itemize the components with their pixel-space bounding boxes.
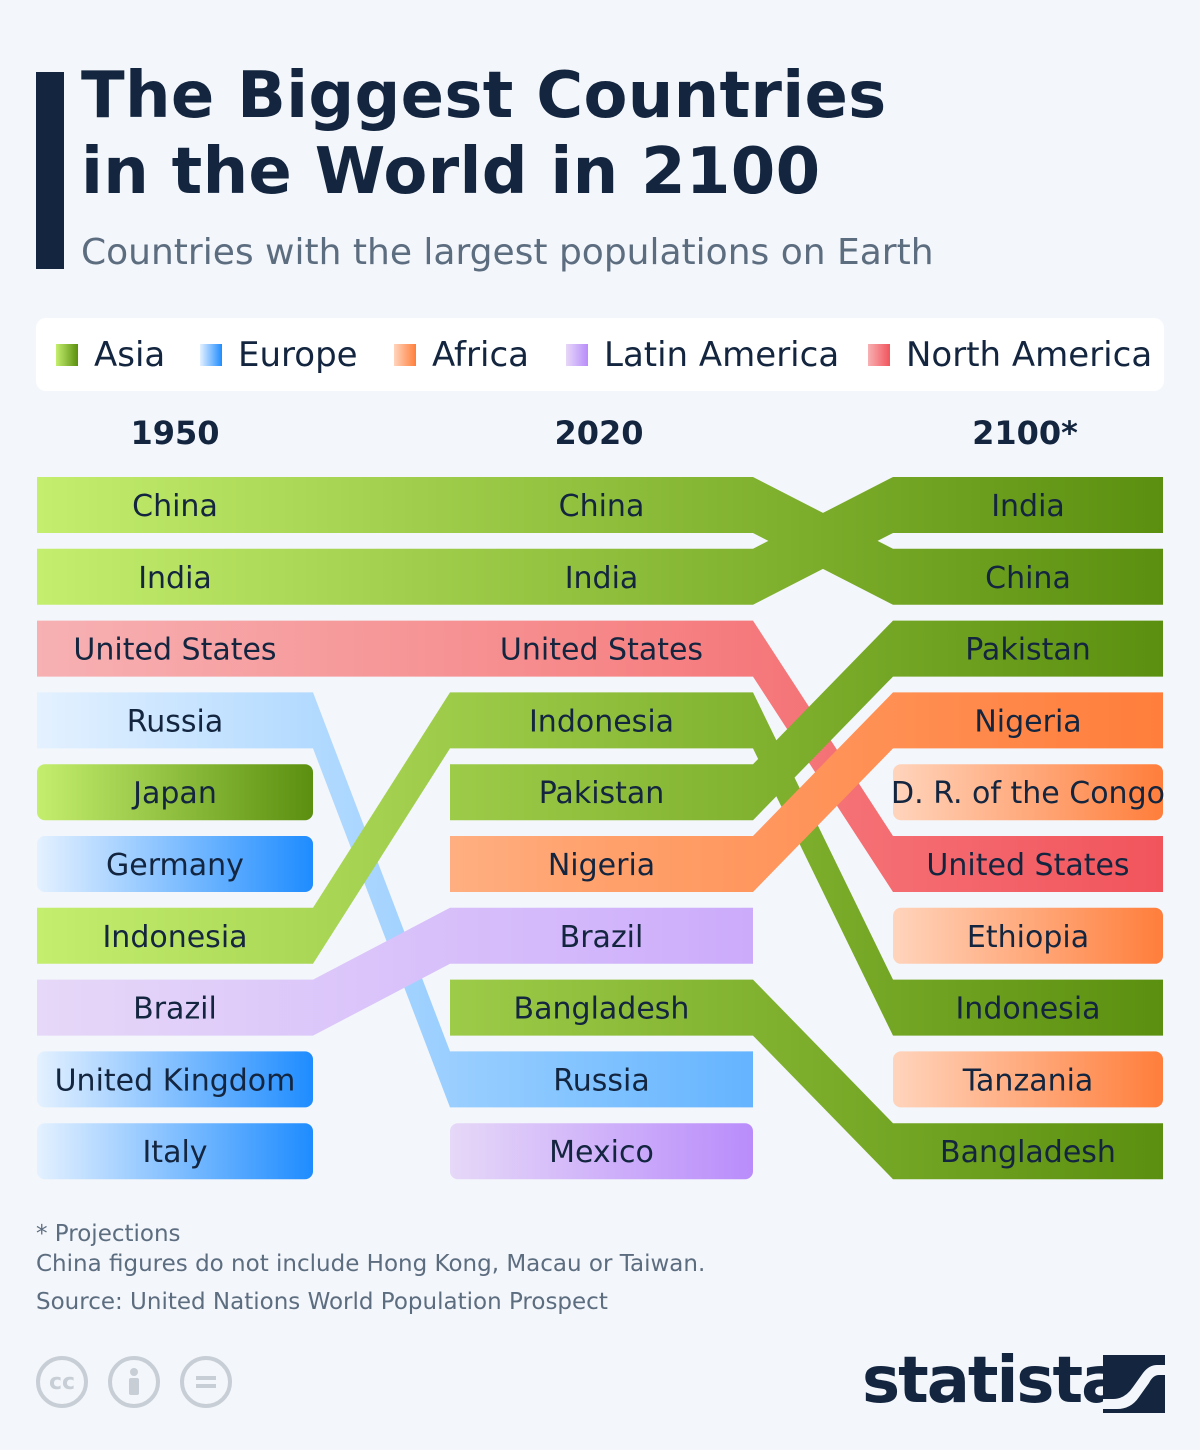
rank-box-ethiopia-2 [893,907,1163,964]
flow-band-indonesia [37,692,1163,1036]
country-label-united-states-0: United States [73,633,276,668]
country-label-ethiopia-2: Ethiopia [967,920,1089,955]
country-label-russia-0: Russia [127,704,224,739]
country-label-nigeria-1: Nigeria [548,848,655,883]
country-label-india-0: India [138,561,212,596]
legend-item-north-america: North America [868,318,1152,391]
flow-band-china [37,477,1163,605]
rank-box-mexico-1 [450,1123,753,1180]
legend-item-europe: Europe [200,318,358,391]
legend-swatch-north-america [868,343,890,366]
flow-band-india [37,477,1163,605]
flow-band-united-states [37,620,1163,892]
legend-swatch-latin-america [566,343,588,366]
rank-box-united-kingdom-0 [37,1051,313,1108]
legend-item-latin-america: Latin America [566,318,839,391]
page-title: The Biggest Countries in the World in 21… [81,58,887,210]
year-label-2020: 2020 [554,414,644,452]
country-label-italy-0: Italy [142,1135,207,1170]
flow-band-pakistan [450,620,1163,821]
country-label-india-1: India [565,561,639,596]
rank-boxes [37,764,1163,1180]
year-label-1950: 1950 [130,414,220,452]
footnote-projections: * Projections [36,1221,181,1247]
legend-label: Africa [432,334,529,375]
rank-box-tanzania-2 [893,1051,1163,1108]
legend-item-asia: Asia [56,318,165,391]
legend-label: Asia [94,334,166,375]
flow-bands [37,477,1163,1180]
legend-swatch-asia [56,343,78,366]
title-accent-bar [36,72,64,269]
subtitle: Countries with the largest populations o… [81,232,934,273]
country-label-indonesia-1: Indonesia [529,704,674,739]
legend-swatch-europe [200,343,222,366]
country-label-china-2: China [985,561,1071,596]
country-label-united-states-2: United States [926,848,1129,883]
legend-label: North America [906,334,1153,375]
rank-box-italy-0 [37,1123,313,1180]
country-label-germany-0: Germany [106,848,244,883]
bump-chart: China India United States Russia Japan German… [37,477,1165,1180]
country-label-china-0: China [132,489,218,524]
rank-box-d-r-of-the-congo-2 [893,764,1163,821]
legend-swatch-africa [394,343,416,366]
country-label-russia-1: Russia [553,1063,650,1098]
cc-icon: cc [36,1356,88,1408]
country-label-indonesia-2: Indonesia [955,992,1100,1027]
flow-band-russia [37,692,753,1108]
flow-band-brazil [37,907,753,1036]
country-label-japan-0: Japan [131,776,217,811]
year-label-2100: 2100* [972,414,1078,452]
country-label-nigeria-2: Nigeria [974,704,1081,739]
country-label-bangladesh-1: Bangladesh [514,992,690,1027]
statista-logo-text: statista [862,1344,1124,1418]
title-line-2: in the World in 2100 [81,135,821,209]
country-label-china-1: China [559,489,645,524]
attribution-icon [108,1356,160,1408]
legend-label: Latin America [604,334,840,375]
flow-band-nigeria [450,692,1163,892]
country-label-brazil-1: Brazil [560,920,644,955]
legend-item-africa: Africa [394,318,529,391]
country-label-india-2: India [991,489,1065,524]
country-label-united-kingdom-0: United Kingdom [55,1063,296,1098]
country-label-mexico-1: Mexico [549,1135,654,1170]
rank-box-germany-0 [37,836,313,892]
flow-band-bangladesh [450,979,1163,1180]
country-label-pakistan-1: Pakistan [539,776,665,811]
country-label-indonesia-0: Indonesia [102,920,247,955]
title-line-1: The Biggest Countries [81,59,887,133]
country-label-pakistan-2: Pakistan [965,633,1091,668]
no-derivatives-icon [180,1356,232,1408]
statista-logo-icon [1103,1355,1165,1413]
footnote-china: China figures do not include Hong Kong, … [36,1251,706,1277]
rank-box-japan-0 [37,764,313,821]
source-note: Source: United Nations World Population … [36,1289,608,1315]
legend-label: Europe [238,334,358,375]
country-label-d-r-of-the-congo-2: D. R. of the Congo [891,776,1165,811]
country-label-bangladesh-2: Bangladesh [940,1135,1116,1170]
legend: Asia Europe Africa Latin America North A… [36,318,1164,391]
country-label-united-states-1: United States [500,633,703,668]
country-label-tanzania-2: Tanzania [962,1063,1094,1098]
country-labels: China India United States Russia Japan German… [55,489,1165,1170]
country-label-brazil-0: Brazil [133,992,217,1027]
